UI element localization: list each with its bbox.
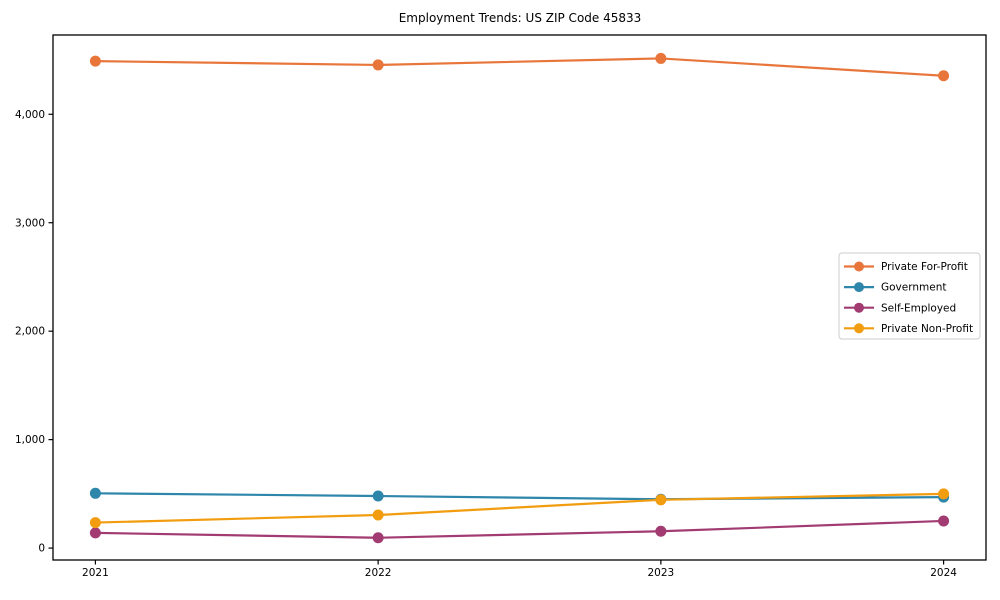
x-axis-tick-label: 2022 bbox=[365, 567, 392, 579]
legend-marker-self-employed bbox=[854, 302, 864, 313]
series-marker-self-employed bbox=[372, 532, 384, 544]
legend: Private For-Profit Government Self-Employe… bbox=[838, 252, 981, 340]
legend-item-government: Government bbox=[844, 282, 946, 294]
legend-item-self-employed: Self-Employed bbox=[844, 302, 956, 314]
legend-label: Private Non-Profit bbox=[881, 323, 973, 335]
series-marker-private-for-profit bbox=[89, 55, 101, 67]
series-marker-self-employed bbox=[655, 525, 667, 537]
series-line-private-non-profit bbox=[95, 492, 944, 524]
series-marker-private-for-profit bbox=[938, 70, 950, 82]
series-marker-private-for-profit bbox=[655, 52, 667, 64]
y-axis-tick-label: 1,000 bbox=[15, 434, 45, 446]
series-marker-private-non-profit bbox=[655, 494, 667, 506]
plot-border bbox=[52, 34, 987, 561]
legend-item-private-non-profit: Private Non-Profit bbox=[844, 323, 973, 335]
chart-title: Employment Trends: US ZIP Code 45833 bbox=[398, 11, 642, 25]
y-axis-tick-label: 4,000 bbox=[15, 109, 45, 121]
series-marker-government bbox=[89, 487, 101, 499]
legend-item-private-for-profit: Private For-Profit bbox=[844, 261, 968, 273]
legend-marker-government bbox=[854, 282, 864, 293]
y-axis-tick-label: 0 bbox=[38, 543, 45, 555]
series-marker-self-employed bbox=[89, 527, 101, 539]
legend-box bbox=[838, 252, 981, 340]
series-marker-private-non-profit bbox=[938, 488, 950, 500]
series-line-private-for-profit bbox=[95, 57, 944, 77]
y-axis-tick-label: 2,000 bbox=[15, 326, 45, 338]
legend-marker-private-for-profit bbox=[854, 261, 864, 272]
x-axis-tick-label: 2024 bbox=[930, 567, 957, 579]
legend-label: Private For-Profit bbox=[881, 261, 968, 273]
x-axis-tick-label: 2023 bbox=[647, 567, 674, 579]
series-marker-self-employed bbox=[938, 515, 950, 527]
series-marker-private-non-profit bbox=[89, 517, 101, 529]
series-marker-government bbox=[372, 490, 384, 502]
series-line-self-employed bbox=[95, 519, 944, 539]
x-axis-tick-label: 2021 bbox=[82, 567, 109, 579]
series-marker-private-non-profit bbox=[372, 509, 384, 521]
legend-marker-private-non-profit bbox=[854, 323, 864, 334]
legend-label: Government bbox=[881, 282, 946, 294]
legend-label: Self-Employed bbox=[881, 302, 956, 314]
series-line-government bbox=[95, 492, 944, 501]
y-axis-tick-label: 3,000 bbox=[15, 217, 45, 229]
series-marker-private-for-profit bbox=[372, 59, 384, 71]
